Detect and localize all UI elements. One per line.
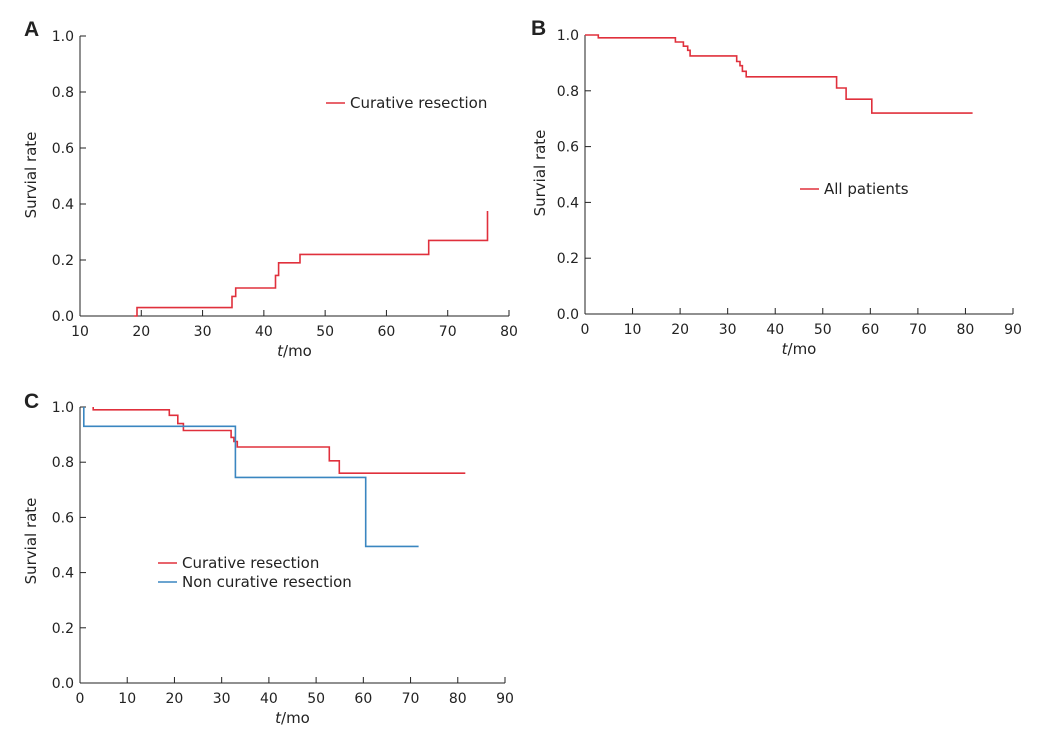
panel-letter: B bbox=[531, 17, 546, 40]
x-tick-label: 30 bbox=[213, 691, 231, 707]
y-axis-label: Survial rate bbox=[531, 130, 549, 217]
x-tick-label: 70 bbox=[402, 691, 420, 707]
x-tick-label: 60 bbox=[354, 691, 372, 707]
x-tick-label: 40 bbox=[260, 691, 278, 707]
x-tick-label: 70 bbox=[439, 324, 457, 340]
x-tick-label: 40 bbox=[255, 324, 273, 340]
y-tick-label: 0.6 bbox=[52, 141, 74, 157]
x-tick-label: 10 bbox=[624, 322, 642, 338]
x-tick-label: 80 bbox=[957, 322, 975, 338]
x-axis-label: t/mo bbox=[275, 709, 310, 727]
survival-curve-curative-resection bbox=[92, 407, 466, 474]
y-tick-label: 0.0 bbox=[52, 309, 74, 325]
x-axis-label: t/mo bbox=[782, 340, 817, 358]
x-axis-label-variable: t bbox=[782, 340, 789, 358]
x-tick-label: 0 bbox=[76, 691, 85, 707]
y-tick-label: 0.2 bbox=[52, 621, 74, 637]
x-tick-label: 10 bbox=[118, 691, 136, 707]
legend-label: Curative resection bbox=[182, 554, 319, 572]
y-tick-label: 0.6 bbox=[557, 140, 579, 156]
x-tick-label: 70 bbox=[909, 322, 927, 338]
y-tick-label: 0.0 bbox=[52, 676, 74, 692]
y-axis-label: Survial rate bbox=[22, 132, 40, 219]
x-axis-label-unit: /mo bbox=[283, 342, 312, 360]
x-tick-label: 0 bbox=[581, 322, 590, 338]
y-tick-label: 0.6 bbox=[52, 510, 74, 526]
x-tick-label: 60 bbox=[861, 322, 879, 338]
x-tick-label: 30 bbox=[719, 322, 737, 338]
x-tick-label: 10 bbox=[71, 324, 89, 340]
x-tick-label: 50 bbox=[814, 322, 832, 338]
y-tick-label: 0.8 bbox=[557, 84, 579, 100]
x-tick-label: 90 bbox=[496, 691, 514, 707]
y-tick-label: 0.8 bbox=[52, 455, 74, 471]
x-tick-label: 50 bbox=[307, 691, 325, 707]
y-tick-label: 1.0 bbox=[52, 29, 74, 45]
x-tick-label: 20 bbox=[132, 324, 150, 340]
x-axis-label-variable: t bbox=[277, 342, 284, 360]
x-axis-label-variable: t bbox=[275, 709, 282, 727]
y-tick-label: 0.4 bbox=[52, 566, 74, 582]
x-tick-label: 80 bbox=[500, 324, 518, 340]
y-tick-label: 0.2 bbox=[52, 253, 74, 269]
chart-panel-a: A 10 20 30 40 50 60 70 80 0.0 0.2 0.4 0.6 0.8 1.0 Survi… bbox=[22, 18, 518, 360]
survival-curve-curative-resection bbox=[133, 211, 489, 317]
x-axis-label-unit: /mo bbox=[281, 709, 310, 727]
x-tick-label: 20 bbox=[671, 322, 689, 338]
y-tick-label: 0.4 bbox=[557, 195, 579, 211]
x-tick-label: 50 bbox=[316, 324, 334, 340]
x-tick-label: 20 bbox=[166, 691, 184, 707]
y-tick-label: 1.0 bbox=[52, 400, 74, 416]
survival-curve-non-curative-resection bbox=[83, 407, 419, 548]
chart-panel-b: B 0 10 20 30 40 50 60 70 80 90 0.0 0.2 0.4 0.6 0.8 1.0 Su… bbox=[531, 17, 1022, 358]
y-tick-label: 0.0 bbox=[557, 307, 579, 323]
x-tick-label: 90 bbox=[1004, 322, 1022, 338]
panel-letter: C bbox=[24, 390, 39, 413]
legend-label: Curative resection bbox=[350, 94, 487, 112]
survival-curve-all-patients bbox=[585, 34, 973, 114]
legend-label: All patients bbox=[824, 180, 909, 198]
x-tick-label: 60 bbox=[378, 324, 396, 340]
x-tick-label: 80 bbox=[449, 691, 467, 707]
y-tick-label: 1.0 bbox=[557, 28, 579, 44]
y-tick-label: 0.8 bbox=[52, 85, 74, 101]
y-axis-label: Survial rate bbox=[22, 498, 40, 585]
x-tick-label: 30 bbox=[194, 324, 212, 340]
legend-label: Non curative resection bbox=[182, 573, 352, 591]
chart-panel-c: C 0 10 20 30 40 50 60 70 80 90 0.0 0.2 0.4 0.6 0.8 1.0 Su… bbox=[22, 390, 514, 727]
x-tick-label: 40 bbox=[766, 322, 784, 338]
panel-letter: A bbox=[24, 18, 39, 41]
y-tick-label: 0.2 bbox=[557, 251, 579, 267]
x-axis-label-unit: /mo bbox=[788, 340, 817, 358]
y-tick-label: 0.4 bbox=[52, 197, 74, 213]
x-axis-label: t/mo bbox=[277, 342, 312, 360]
